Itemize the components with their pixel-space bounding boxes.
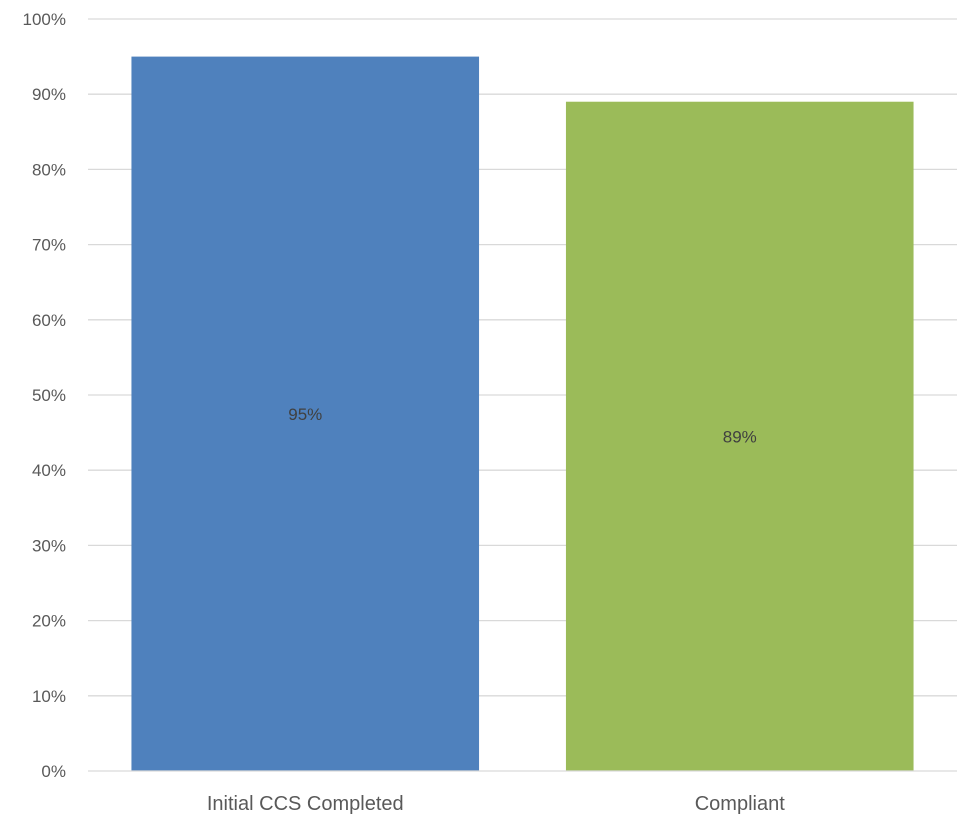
y-tick-label: 50% <box>32 386 66 405</box>
y-tick-label: 10% <box>32 687 66 706</box>
y-tick-label: 60% <box>32 311 66 330</box>
data-labels: 95% 89% <box>288 405 757 447</box>
y-tick-label: 40% <box>32 461 66 480</box>
data-label: 89% <box>723 427 757 446</box>
y-tick-label: 90% <box>32 85 66 104</box>
category-label: Initial CCS Completed <box>207 793 404 815</box>
y-tick-label: 0% <box>41 762 66 781</box>
y-tick-label: 100% <box>23 10 66 29</box>
y-tick-label: 20% <box>32 612 66 631</box>
y-axis-tick-labels: 0% 10% 20% 30% 40% 50% 60% 70% 80% 90% 100% <box>23 10 66 781</box>
y-tick-label: 80% <box>32 160 66 179</box>
y-tick-label: 30% <box>32 536 66 555</box>
bar-initial-ccs-completed <box>131 56 480 772</box>
data-label: 95% <box>288 405 322 424</box>
category-label: Compliant <box>695 793 785 815</box>
bar-compliant <box>565 101 914 772</box>
y-tick-label: 70% <box>32 236 66 255</box>
x-axis-category-labels: Initial CCS Completed Compliant <box>207 793 785 815</box>
bars <box>131 56 914 772</box>
